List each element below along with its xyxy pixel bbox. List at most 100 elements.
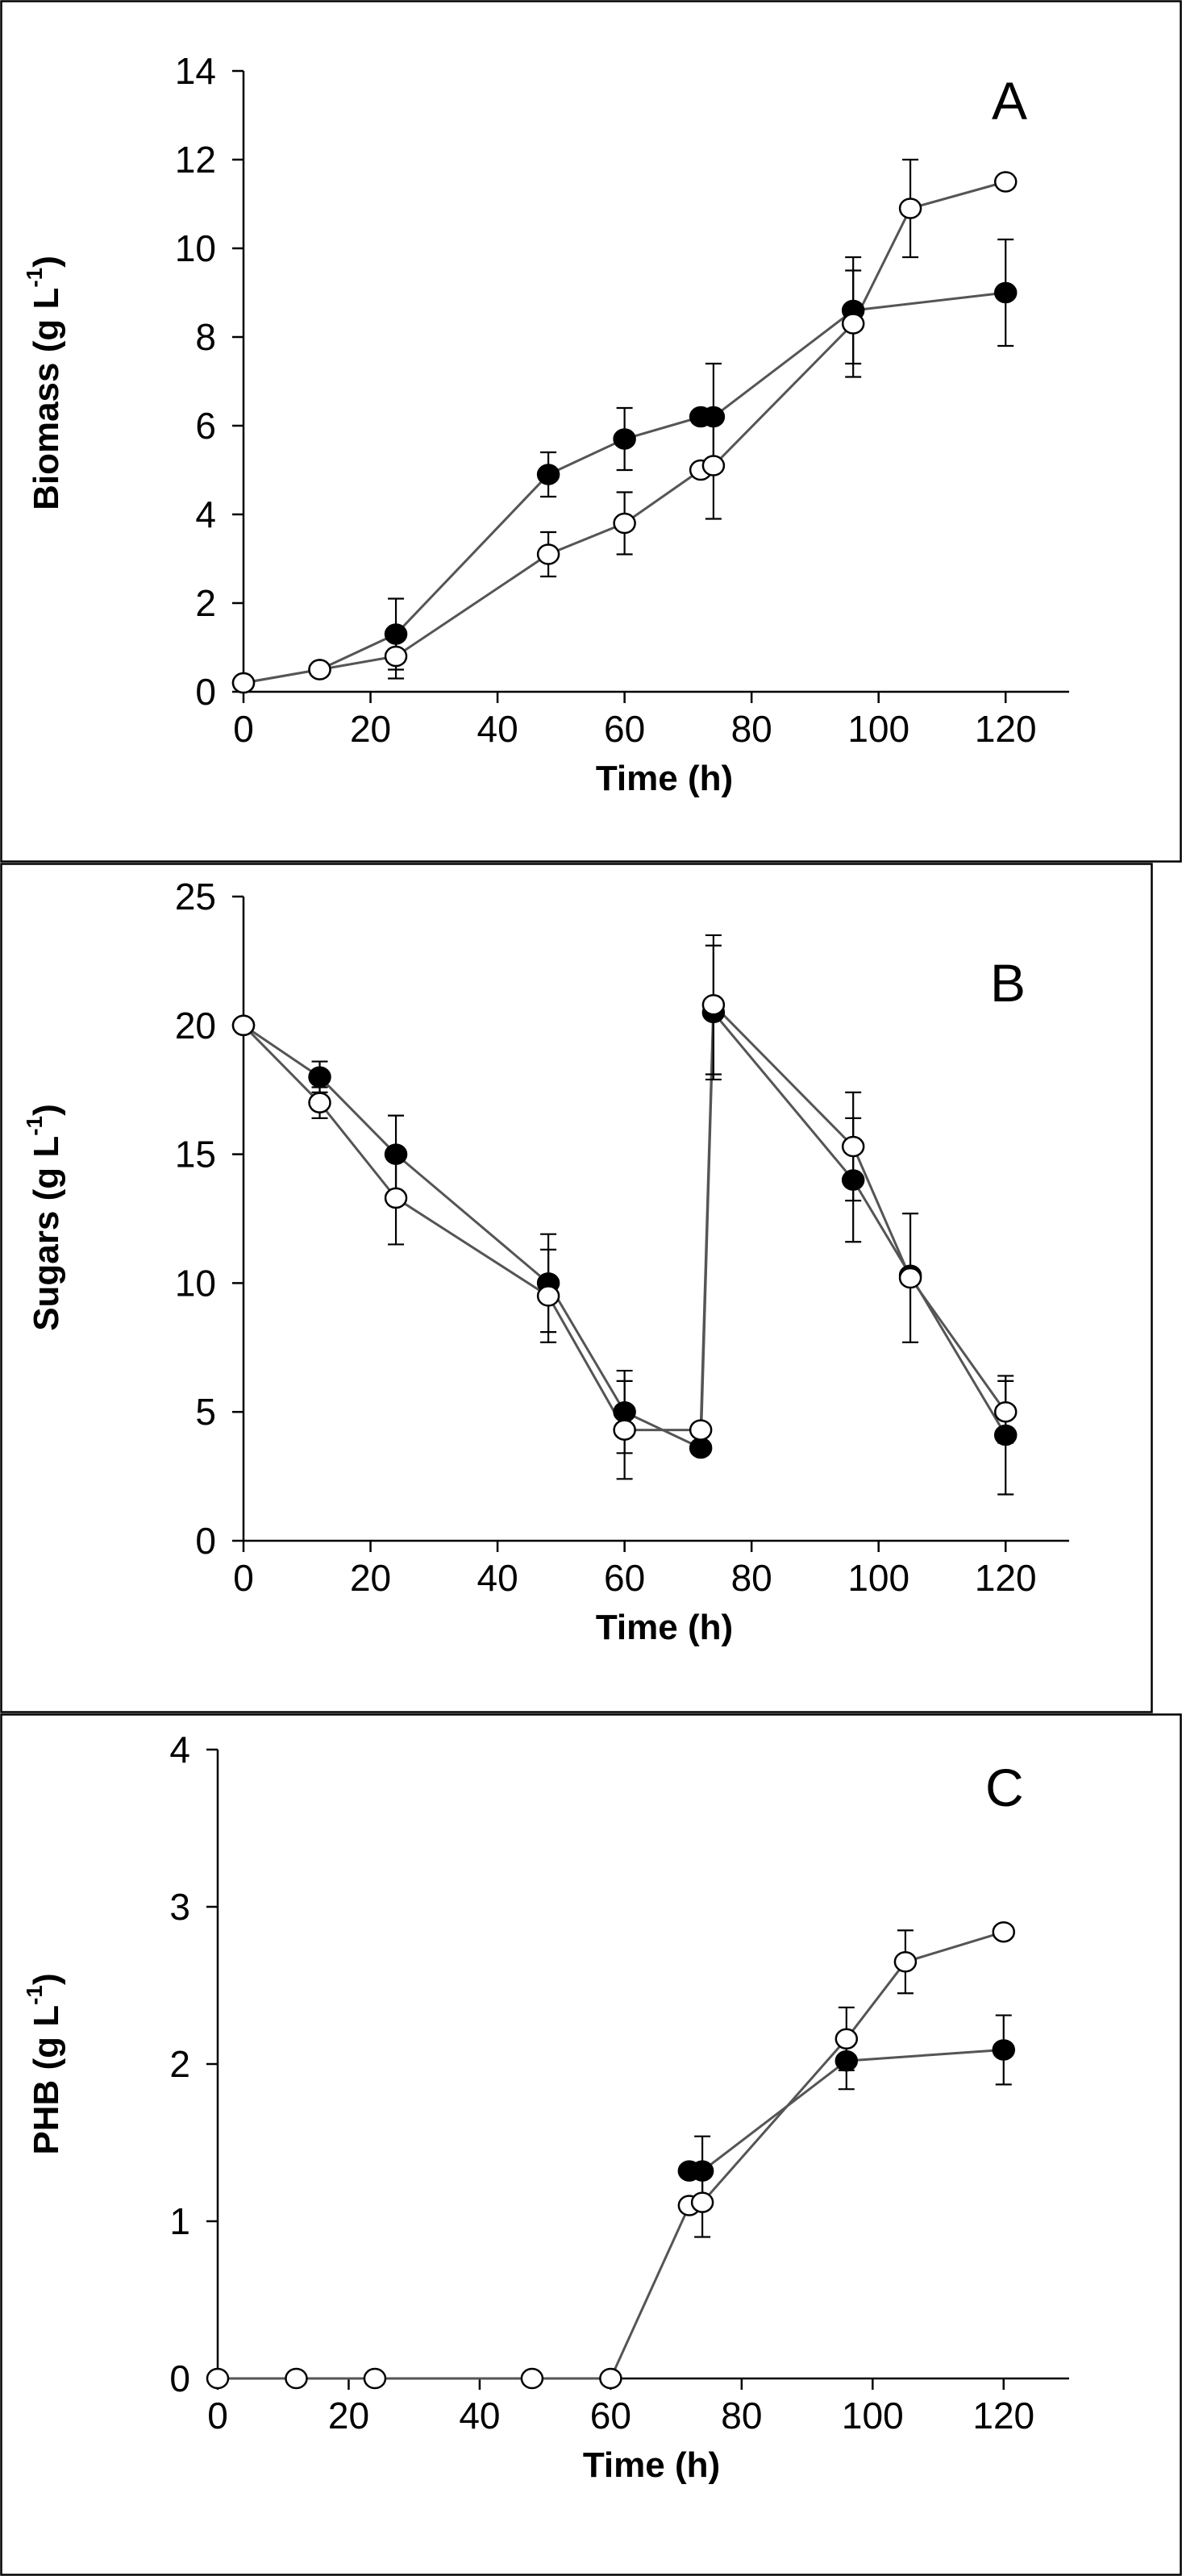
x-axis-label-text: Time (h) (596, 759, 733, 798)
data-point-filled (536, 464, 560, 485)
x-axis-label: Time (h) (583, 2445, 720, 2485)
y-tick-label: 15 (175, 1134, 216, 1176)
data-point-open (285, 2367, 308, 2390)
y-axis-label-main: Sugars (g L (27, 1136, 66, 1331)
y-tick-label: 3 (169, 1886, 190, 1928)
panel-a: 0 2 4 6 8 10 12 14 0 20 40 60 80 100 120 Time (h) Biomas… (0, 0, 1182, 863)
data-point-open (613, 512, 636, 535)
data-point-open (206, 2367, 230, 2390)
y-tick-label: 14 (175, 50, 216, 92)
y-tick-label: 6 (195, 405, 216, 447)
y-tick-label: 10 (175, 227, 216, 269)
y-axis-label-close: ) (27, 256, 66, 268)
y-tick-label: 0 (195, 1520, 216, 1562)
x-tick-label: 20 (350, 1557, 391, 1599)
y-axis-label-sup: -1 (22, 1116, 47, 1136)
data-point-filled (613, 428, 636, 450)
y-tick-label: 2 (169, 2043, 190, 2085)
x-axis-label-text: Time (h) (583, 2445, 720, 2485)
y-axis-label-main: PHB (g L (27, 2005, 66, 2155)
x-axis-label-text: Time (h) (596, 1608, 733, 1647)
panel-frame (0, 863, 1153, 1713)
x-tick-label: 40 (459, 2395, 500, 2437)
series-line-filled (243, 291, 1006, 685)
panel-letter: C (985, 1758, 1024, 1817)
panel-letter: A (992, 71, 1027, 131)
y-tick-label: 20 (175, 1005, 216, 1047)
data-point-open (689, 1419, 713, 1441)
x-tick-label: 120 (975, 1557, 1037, 1599)
data-point-open (599, 2367, 622, 2390)
x-tick-label: 40 (477, 1557, 518, 1599)
data-point-filled (384, 1143, 408, 1165)
data-point-open (520, 2367, 544, 2390)
y-axis-label: Biomass (g L-1) (22, 256, 66, 510)
x-tick-label: 100 (847, 1557, 909, 1599)
panel-frame (0, 0, 1182, 863)
data-point-open (690, 2191, 714, 2213)
y-axis-label-main: Biomass (g L (27, 288, 66, 510)
data-point-filled (834, 2050, 859, 2072)
data-point-filled (613, 1400, 636, 1423)
y-tick-label: 0 (169, 2358, 190, 2399)
x-tick-label: 100 (842, 2395, 904, 2437)
x-tick-label: 60 (590, 2395, 631, 2437)
y-tick-label: 12 (175, 139, 216, 181)
data-point-filled (690, 2160, 714, 2182)
data-point-open (536, 1285, 560, 1307)
data-point-open (834, 2028, 859, 2050)
panel-letter: B (990, 953, 1026, 1013)
x-tick-label: 20 (350, 708, 391, 750)
data-point-filled (841, 1169, 865, 1191)
data-point-open (231, 672, 256, 694)
data-point-open (701, 993, 726, 1016)
panel-b: 0 5 10 15 20 25 0 20 40 60 80 100 120 Time (h) Sugars … (0, 863, 1153, 1713)
data-point-open (363, 2367, 387, 2390)
series-line-open (242, 1001, 1007, 1432)
y-axis-label: Sugars (g L-1) (22, 1104, 66, 1331)
y-tick-label: 5 (195, 1391, 216, 1433)
data-point-open (384, 645, 408, 668)
data-point-open (841, 313, 865, 335)
x-tick-label: 60 (604, 1557, 645, 1599)
y-tick-label: 4 (169, 1729, 190, 1771)
x-tick-label: 80 (731, 1557, 772, 1599)
x-tick-label: 100 (847, 708, 909, 750)
data-point-open (308, 659, 331, 680)
data-point-open (384, 1187, 408, 1209)
data-point-open (536, 543, 560, 565)
y-axis-label-close: ) (27, 1973, 66, 1985)
y-tick-label: 25 (175, 876, 216, 918)
x-axis-label: Time (h) (596, 759, 733, 798)
data-point-open (308, 1092, 331, 1113)
x-tick-label: 0 (207, 2395, 228, 2437)
data-point-filled (993, 281, 1018, 304)
data-point-open (992, 1921, 1016, 1943)
y-tick-label: 4 (195, 493, 216, 535)
x-axis-label: Time (h) (596, 1608, 733, 1647)
data-point-filled (384, 623, 408, 645)
panel-frame (0, 1713, 1182, 2576)
x-tick-label: 80 (731, 708, 772, 750)
data-point-open (898, 1267, 922, 1289)
series-line-open (243, 181, 1006, 685)
y-tick-label: 2 (195, 582, 216, 624)
data-point-open (898, 198, 922, 219)
y-tick-label: 8 (195, 316, 216, 358)
data-point-open (893, 1951, 918, 1973)
data-point-filled (308, 1066, 331, 1088)
y-axis-label-close: ) (27, 1104, 66, 1116)
series-line-open (218, 1930, 1005, 2380)
x-tick-label: 20 (328, 2395, 369, 2437)
x-tick-label: 0 (233, 1557, 254, 1599)
y-axis-label-sup: -1 (22, 268, 47, 288)
data-point-filled (993, 1424, 1018, 1446)
y-axis-label: PHB (g L-1) (22, 1973, 66, 2154)
y-tick-label: 1 (169, 2200, 190, 2242)
x-tick-label: 80 (721, 2395, 762, 2437)
x-tick-label: 40 (477, 708, 518, 750)
y-axis-label-sup: -1 (22, 1985, 47, 2005)
x-tick-label: 120 (972, 2395, 1034, 2437)
